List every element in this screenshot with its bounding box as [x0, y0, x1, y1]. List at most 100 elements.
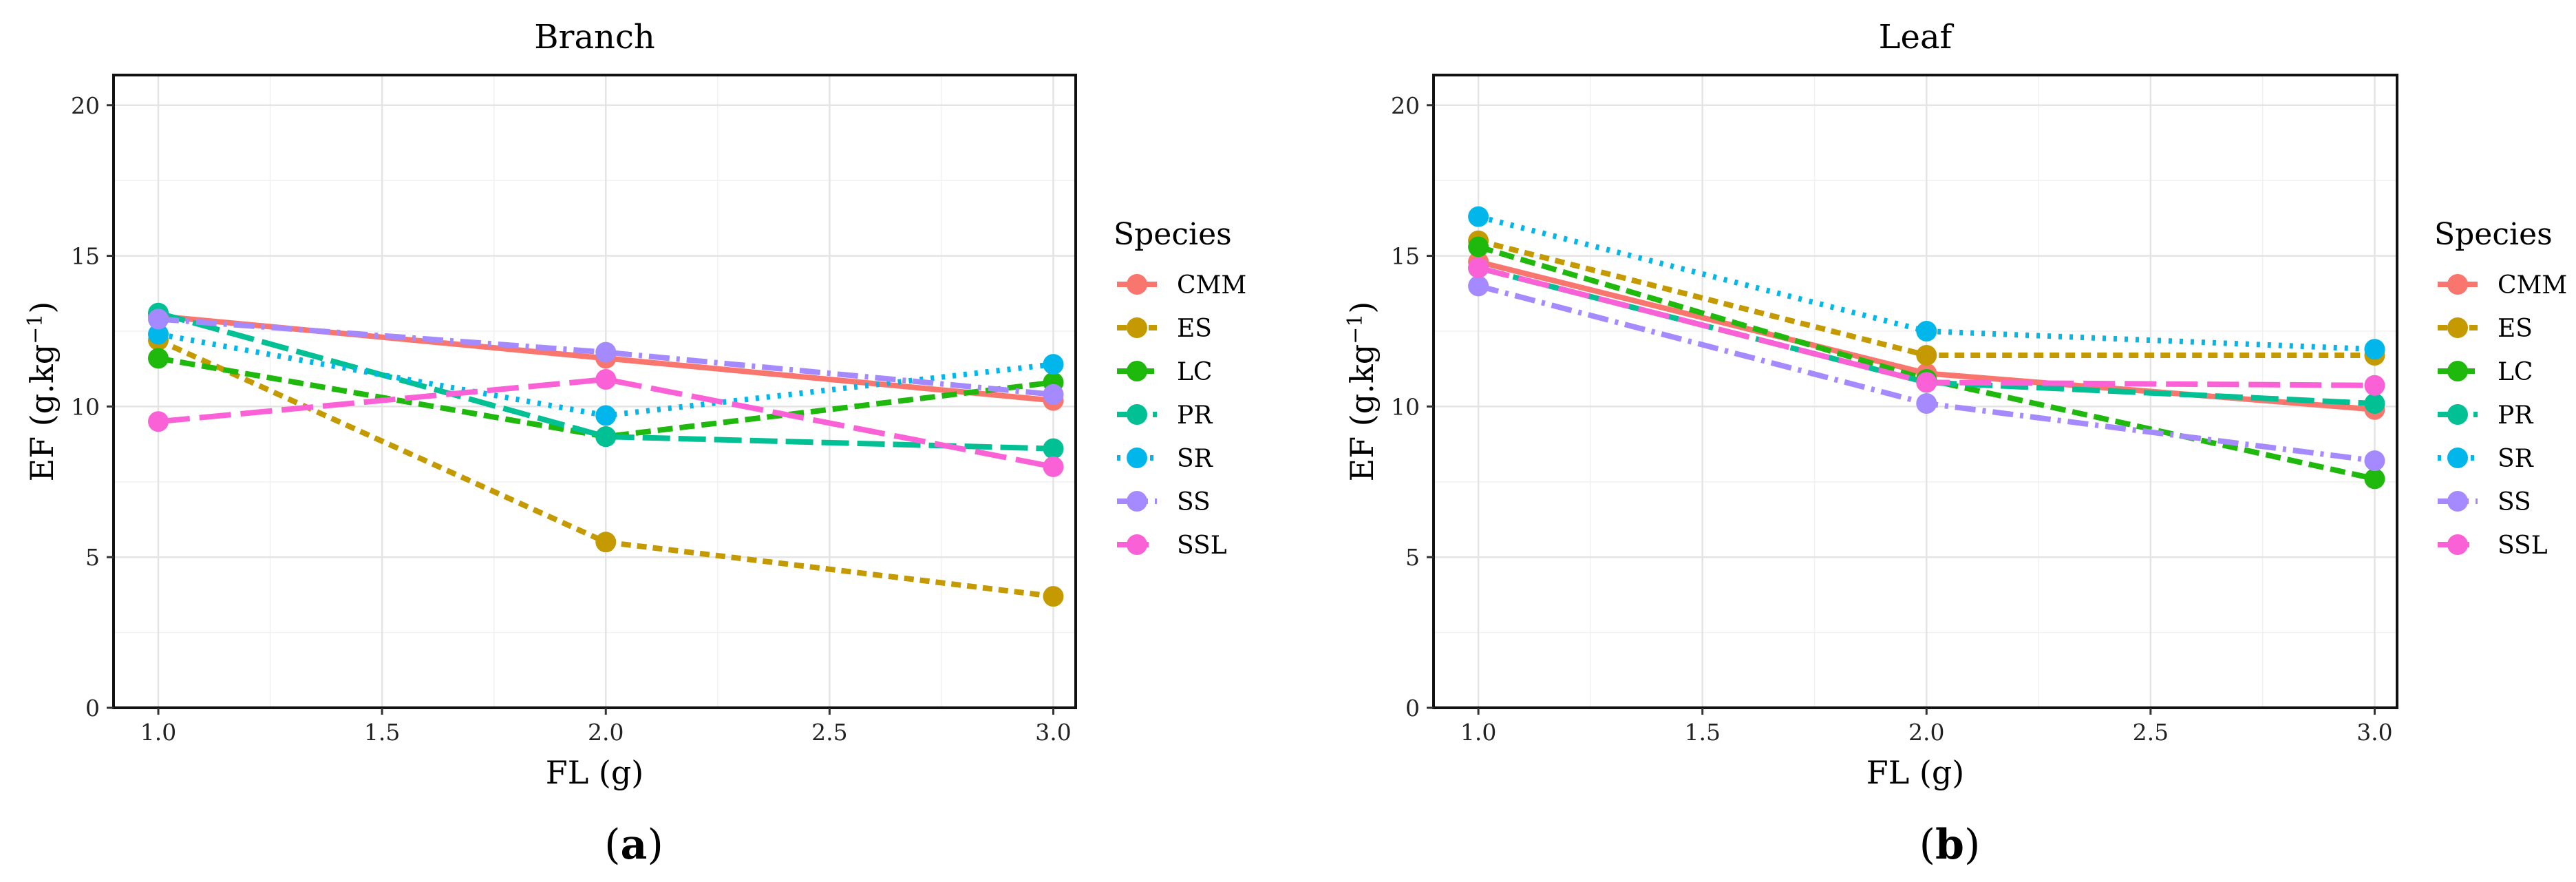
legend-item-cmm: CMM [1117, 271, 1246, 300]
y-tick-label: 10 [1391, 393, 1420, 420]
y-tick-label: 0 [1405, 695, 1420, 722]
legend-key-point [1127, 534, 1147, 555]
legend-label: LC [2498, 358, 2533, 386]
x-tick-label: 2.0 [588, 719, 624, 746]
legend-item-ss: SS [2438, 488, 2531, 516]
legend-key-point [2447, 317, 2468, 338]
legend-item-es: ES [2438, 315, 2533, 343]
series-line-ss [158, 316, 1054, 397]
legend-key-point [2447, 361, 2468, 381]
y-tick-label: 15 [71, 243, 100, 270]
x-tick-label: 2.5 [2133, 719, 2169, 746]
y-tick-label: 5 [1405, 544, 1420, 571]
legend-key-point [1127, 361, 1147, 381]
data-point-ssl [1043, 456, 1064, 477]
data-point-ssl [1916, 372, 1937, 393]
grid [1434, 75, 2397, 709]
legend-key-point [1127, 317, 1147, 338]
legend-key-point [1127, 448, 1147, 468]
legend-label: SS [2498, 488, 2531, 516]
data-point-lc [1468, 236, 1489, 258]
legend-label: LC [1177, 358, 1212, 386]
panel-caption: (a) [604, 821, 663, 869]
legend: Species CMM ES LC PR SR SS SSL [2434, 217, 2567, 560]
legend-key-point [1127, 491, 1147, 512]
legend-key-point [1127, 404, 1147, 425]
data-point-pr [1043, 438, 1064, 459]
legend-key-point [2447, 534, 2468, 555]
x-tick-label: 2.5 [811, 719, 847, 746]
legend-label: ES [1177, 315, 1212, 343]
chart-panel-a: 1.0 1.5 2.0 2.5 3.0 0 5 10 15 20 Branch FL (g) EF (g… [23, 18, 1246, 869]
y-axis-label-close: ) [1343, 302, 1381, 314]
data-point-ss [1916, 393, 1937, 414]
legend-item-cmm: CMM [2438, 271, 2567, 300]
data-point-ssl [595, 368, 617, 390]
plot-frame [1432, 74, 2398, 709]
chart-panel-b: 1.0 1.5 2.0 2.5 3.0 0 5 10 15 20 Leaf FL (g) EF (g.k… [1343, 18, 2567, 869]
y-axis-label: EF (g.kg−1) [23, 302, 61, 482]
data-point-ss [595, 342, 617, 363]
legend-key-point [2447, 404, 2468, 425]
legend-label: SSL [2498, 532, 2548, 560]
data-point-ss [148, 308, 169, 330]
legend-label: SR [1177, 445, 1213, 473]
legend: Species CMM ES LC PR SR SS SSL [1114, 217, 1246, 560]
legend-label: ES [2498, 315, 2533, 343]
data-point-ss [2364, 450, 2385, 472]
data-point-ss [1043, 384, 1064, 405]
plot-frame [112, 74, 1077, 709]
legend-item-pr: PR [2438, 401, 2533, 430]
data-point-sr [595, 405, 617, 426]
y-axis-label-close: ) [23, 302, 61, 314]
x-tick-label: 2.0 [1908, 719, 1944, 746]
panel-caption: (b) [1919, 821, 1981, 869]
data-point-ssl [2364, 375, 2385, 396]
legend-item-ssl: SSL [2438, 532, 2548, 560]
data-point-ssl [148, 411, 169, 432]
x-tick-label: 3.0 [2356, 719, 2392, 746]
legend-title: Species [2434, 217, 2553, 252]
caption-letter: b [1935, 821, 1964, 869]
data-point-sr [2364, 339, 2385, 360]
data-point-pr [595, 426, 617, 448]
legend-key-point [2447, 448, 2468, 468]
data-point-sr [1043, 354, 1064, 375]
legend-title: Species [1114, 217, 1232, 252]
x-axis-label: FL (g) [1866, 754, 1964, 791]
x-tick-label: 3.0 [1035, 719, 1071, 746]
x-tick-label: 1.5 [364, 719, 400, 746]
data-point-sr [1468, 206, 1489, 227]
data-point-es [1043, 586, 1064, 607]
legend-key-point [1127, 274, 1147, 295]
legend-label: PR [2498, 401, 2533, 430]
legend-item-es: ES [1117, 315, 1212, 343]
chart-title: Branch [534, 18, 655, 56]
legend-item-ssl: SSL [1117, 532, 1227, 560]
legend-label: SS [1177, 488, 1211, 516]
data-point-sr [1916, 320, 1937, 342]
x-tick-label: 1.0 [140, 719, 176, 746]
y-axis-label-superscript: −1 [1343, 314, 1367, 344]
x-tick-label: 1.5 [1684, 719, 1720, 746]
series-group [1468, 206, 2385, 490]
x-tick-label: 1.0 [1460, 719, 1496, 746]
series-group [148, 302, 1064, 607]
legend-item-lc: LC [2438, 358, 2533, 386]
legend-label: PR [1177, 401, 1213, 430]
series-line-ssl [158, 376, 1054, 470]
data-point-es [1916, 344, 1937, 366]
y-axis-label-superscript: −1 [23, 314, 47, 344]
y-tick-label: 20 [1391, 92, 1420, 119]
legend-item-sr: SR [1117, 445, 1213, 473]
y-axis-label-main: EF (g.kg [1343, 344, 1381, 481]
y-tick-label: 15 [1391, 243, 1420, 270]
caption-open: ( [604, 821, 620, 869]
caption-close: ) [1964, 821, 1980, 869]
y-tick-label: 10 [71, 393, 100, 420]
data-point-es [595, 532, 617, 553]
legend-key-point [2447, 274, 2468, 295]
data-point-sr [148, 324, 169, 345]
legend-item-lc: LC [1117, 358, 1212, 386]
